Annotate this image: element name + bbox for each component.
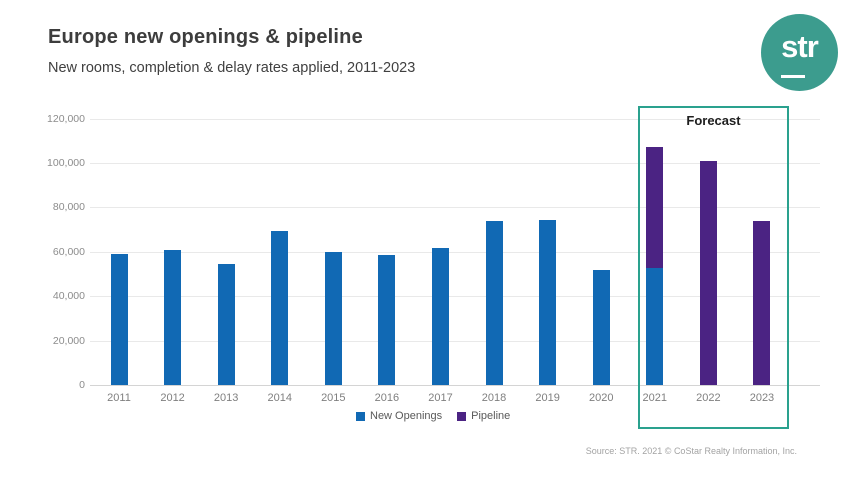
y-axis-tick-label: 80,000 [52, 201, 85, 214]
y-axis-tick-label: 20,000 [52, 334, 85, 347]
bar-segment-new-openings-2019 [539, 219, 557, 385]
x-axis-tick-label: 2012 [160, 392, 185, 404]
x-axis-tick-label: 2022 [696, 392, 721, 404]
x-axis-tick-label: 2015 [321, 392, 346, 404]
x-axis-tick-label: 2011 [107, 392, 131, 404]
y-gridline [90, 296, 820, 298]
page-title: Europe new openings & pipeline [48, 26, 363, 48]
bar-segment-pipeline-2021 [646, 147, 664, 269]
bar-segment-pipeline-2023 [753, 220, 771, 385]
y-gridline [90, 118, 820, 120]
y-axis-tick-label: 120,000 [47, 112, 85, 125]
y-gridline [90, 340, 820, 342]
y-axis-tick-label: 0 [79, 379, 85, 391]
bar-segment-new-openings-2015 [324, 251, 342, 385]
forecast-box [638, 106, 789, 429]
bar-segment-pipeline-2022 [699, 160, 717, 385]
y-gridline [90, 163, 820, 164]
x-axis-tick-label: 2023 [749, 392, 775, 404]
forecast-label: Forecast [686, 113, 741, 128]
bar-segment-new-openings-2012 [164, 249, 182, 385]
legend-label: Pipeline [471, 410, 511, 422]
legend-item-pipeline: Pipeline [457, 410, 510, 422]
x-axis-tick-label: 2018 [481, 392, 507, 404]
x-axis-tick-label: 2013 [213, 392, 239, 404]
str-logo: str [761, 14, 838, 91]
y-axis-tick-label: 60,000 [52, 245, 85, 258]
x-axis-tick-label: 2017 [428, 392, 453, 404]
source-attribution: Source: STR. 2021 © CoStar Realty Inform… [585, 446, 797, 456]
str-logo-text: str [781, 29, 819, 64]
bar-segment-new-openings-2020 [592, 269, 610, 385]
x-axis-line [90, 385, 820, 386]
x-axis-tick-label: 2014 [267, 392, 292, 404]
page-subtitle: New rooms, completion & delay rates appl… [48, 60, 416, 76]
bar-segment-new-openings-2017 [431, 248, 449, 385]
chart-legend: New Openings Pipeline [356, 410, 510, 422]
bar-segment-new-openings-2011 [110, 254, 128, 385]
bar-segment-new-openings-2014 [271, 230, 289, 385]
bar-segment-new-openings-2018 [485, 220, 503, 385]
legend-item-new-openings: New Openings [356, 410, 442, 422]
bar-segment-new-openings-2016 [378, 255, 396, 385]
x-axis-tick-label: 2021 [642, 392, 668, 404]
legend-swatch-icon [457, 411, 467, 421]
bar-segment-new-openings-2013 [217, 264, 235, 385]
legend-swatch-icon [356, 411, 365, 421]
y-axis-tick-label: 40,000 [52, 290, 85, 303]
x-axis-tick-label: 2020 [588, 392, 614, 404]
y-gridline [90, 251, 820, 253]
x-axis-tick-label: 2016 [374, 392, 400, 404]
y-gridline [90, 207, 820, 209]
bar-segment-new-openings-2021 [646, 268, 664, 385]
x-axis-tick-label: 2019 [535, 392, 560, 404]
str-logo-underline [781, 75, 805, 78]
legend-label: New Openings [370, 410, 443, 422]
y-axis-tick-label: 100,000 [47, 157, 85, 169]
